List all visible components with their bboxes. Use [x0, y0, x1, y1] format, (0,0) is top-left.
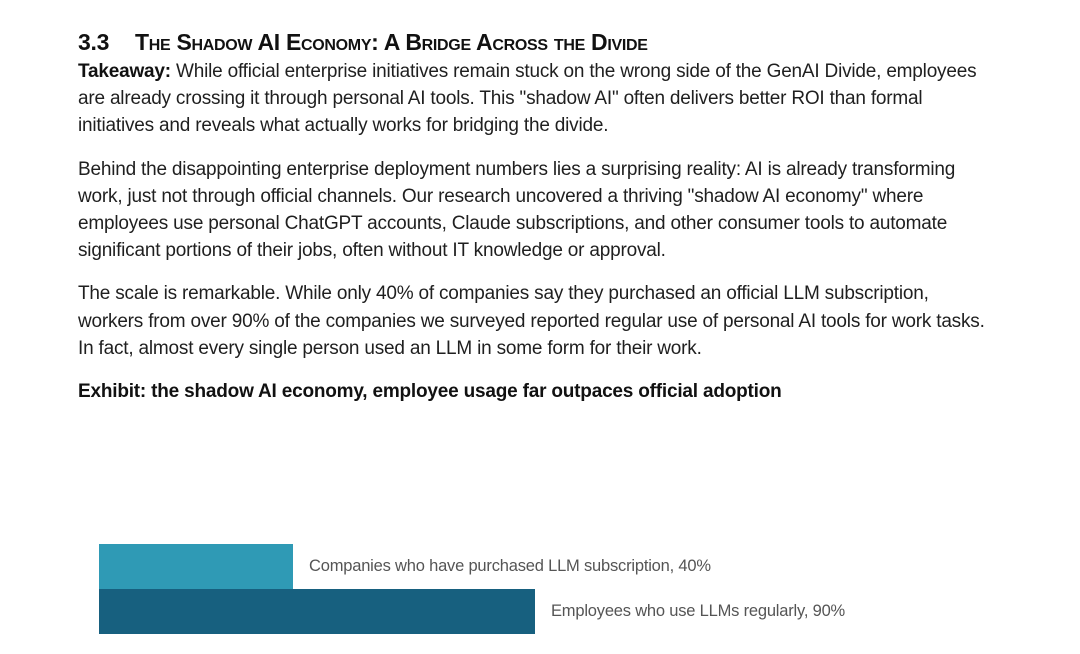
- bar-row-employees: Employees who use LLMs regularly, 90%: [99, 589, 845, 634]
- section-title: The Shadow AI Economy: A Bridge Across t…: [135, 29, 648, 55]
- exhibit-bar-chart: Companies who have purchased LLM subscri…: [99, 544, 999, 634]
- body-paragraph-1: Behind the disappointing enterprise depl…: [78, 158, 956, 262]
- bar-employees-usage: [99, 589, 535, 634]
- bar-label-companies: Companies who have purchased LLM subscri…: [309, 557, 711, 575]
- section-heading: 3.3 The Shadow AI Economy: A Bridge Acros…: [78, 26, 998, 58]
- takeaway-label: Takeaway:: [78, 61, 171, 82]
- bar-row-companies: Companies who have purchased LLM subscri…: [99, 544, 711, 589]
- bar-label-employees: Employees who use LLMs regularly, 90%: [551, 602, 846, 620]
- section-number: 3.3: [78, 29, 110, 55]
- document-page: 3.3 The Shadow AI Economy: A Bridge Acros…: [78, 26, 998, 405]
- exhibit-title: Exhibit: the shadow AI economy, employee…: [78, 381, 782, 403]
- takeaway-paragraph: Takeaway: While official enterprise init…: [78, 58, 998, 140]
- bar-companies-purchased: [99, 544, 293, 589]
- body-paragraph-2: The scale is remarkable. While only 40% …: [78, 283, 985, 359]
- takeaway-text: While official enterprise initiatives re…: [78, 61, 977, 137]
